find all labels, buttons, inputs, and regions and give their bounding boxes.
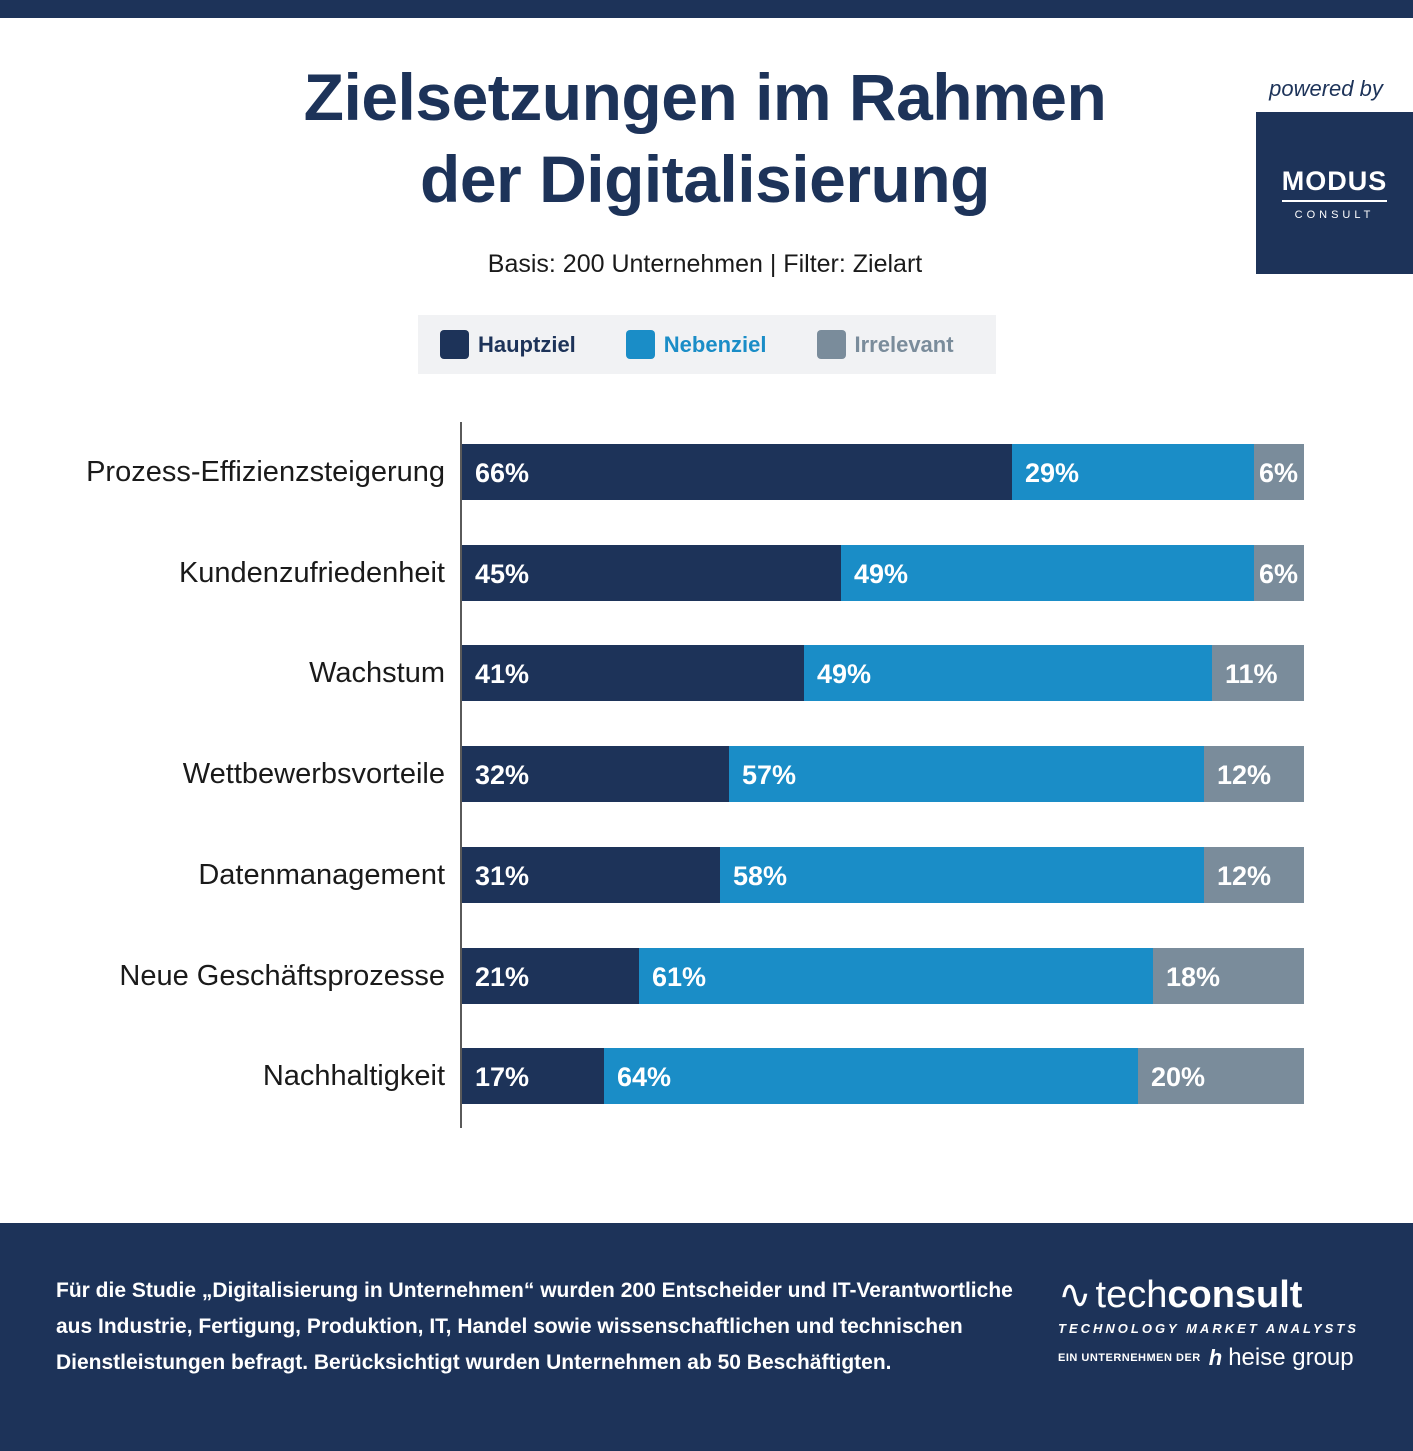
bar-segment-irrelevant: 20% — [1138, 1048, 1304, 1104]
bar-row-wettbewerbsvorteile: 32% 57% 12% — [462, 746, 1304, 802]
bar-row-prozess-effizienzsteigerung: 66% 29% 6% — [462, 444, 1304, 500]
sponsor-logo-main: MODUS — [1281, 166, 1388, 202]
bar-segment-nebenziel: 49% — [804, 645, 1212, 701]
parent-company-name: heise group — [1228, 1344, 1354, 1371]
chart-subtitle: Basis: 200 Unternehmen | Filter: Zielart — [487, 250, 923, 278]
parent-company: EIN UNTERNEHMEN DER h heise group — [1058, 1344, 1368, 1372]
legend-swatch-hauptziel — [440, 330, 469, 359]
bar-segment-nebenziel: 49% — [841, 545, 1254, 601]
bar-row-wachstum: 41% 49% 11% — [462, 645, 1304, 701]
techconsult-logo: ∿ tech consult TECHNOLOGY MARKET ANALYST… — [1058, 1273, 1368, 1372]
bar-segment-nebenziel: 29% — [1012, 444, 1254, 500]
bar-segment-hauptziel: 41% — [462, 645, 804, 701]
bar-row-nachhaltigkeit: 17% 64% 20% — [462, 1048, 1304, 1104]
footer: Für die Studie „Digitalisierung in Unter… — [0, 1223, 1413, 1451]
bar-segment-hauptziel: 21% — [462, 948, 639, 1004]
bar-segment-irrelevant: 6% — [1254, 444, 1304, 500]
techconsult-wordmark: ∿ tech consult — [1058, 1273, 1368, 1317]
techconsult-tagline: TECHNOLOGY MARKET ANALYSTS — [1058, 1321, 1359, 1336]
legend-item-nebenziel: Nebenziel — [625, 330, 767, 359]
category-label-wettbewerbsvorteile: Wettbewerbsvorteile — [182, 758, 445, 790]
bar-segment-nebenziel: 64% — [604, 1048, 1138, 1104]
y-axis-line — [460, 422, 462, 1128]
legend-label-nebenziel: Nebenziel — [663, 331, 767, 357]
powered-by-label: powered by — [1269, 76, 1383, 101]
bar-row-neue-geschaftsprozesse: 21% 61% 18% — [462, 948, 1304, 1004]
bar-segment-nebenziel: 57% — [729, 746, 1204, 802]
footer-study-description: Für die Studie „Digitalisierung in Unter… — [56, 1279, 1013, 1374]
top-band — [0, 0, 1413, 18]
bar-segment-hauptziel: 66% — [462, 444, 1012, 500]
bar-segment-irrelevant: 11% — [1212, 645, 1304, 701]
sponsor-logo: MODUS CONSULT — [1256, 112, 1413, 274]
sponsor-logo-sub: CONSULT — [1294, 208, 1375, 221]
category-label-nachhaltigkeit: Nachhaltigkeit — [262, 1060, 445, 1092]
bar-segment-irrelevant: 6% — [1254, 545, 1304, 601]
category-label-neue-geschaftsprozesse: Neue Geschäftsprozesse — [119, 960, 445, 992]
chart-title-line-1: Zielsetzungen im Rahmen — [303, 60, 1107, 134]
chart-title-line-2: der Digitalisierung — [420, 142, 990, 216]
bar-segment-irrelevant: 12% — [1204, 847, 1304, 903]
legend-label-hauptziel: Hauptziel — [478, 331, 576, 357]
chart-title: Zielsetzungen im Rahmen der Digitalisier… — [230, 56, 1180, 220]
bar-segment-hauptziel: 17% — [462, 1048, 604, 1104]
bar-row-kundenzufriedenheit: 45% 49% 6% — [462, 545, 1304, 601]
bar-segment-hauptziel: 31% — [462, 847, 720, 903]
parent-company-label: EIN UNTERNEHMEN DER — [1058, 1352, 1201, 1364]
bar-row-datenmanagement: 31% 58% 12% — [462, 847, 1304, 903]
techconsult-wave-icon: ∿ — [1058, 1272, 1092, 1318]
legend-swatch-nebenziel — [625, 330, 655, 359]
category-label-wachstum: Wachstum — [309, 657, 445, 689]
techconsult-word-a: tech — [1095, 1274, 1168, 1316]
bar-segment-irrelevant: 18% — [1153, 948, 1304, 1004]
category-label-kundenzufriedenheit: Kundenzufriedenheit — [178, 557, 445, 589]
bar-segment-hauptziel: 45% — [462, 545, 841, 601]
bar-segment-nebenziel: 61% — [639, 948, 1153, 1004]
legend-item-irrelevant: Irrelevant — [816, 330, 954, 359]
heise-icon: h — [1208, 1345, 1223, 1370]
chart-legend: Hauptziel Nebenziel Irrelevant — [418, 315, 996, 374]
category-label-datenmanagement: Datenmanagement — [198, 859, 445, 891]
legend-swatch-irrelevant — [816, 330, 846, 359]
bar-segment-hauptziel: 32% — [462, 746, 729, 802]
legend-label-irrelevant: Irrelevant — [854, 331, 954, 357]
category-label-prozess-effizienzsteigerung: Prozess-Effizienzsteigerung — [86, 456, 445, 488]
bar-segment-irrelevant: 12% — [1204, 746, 1304, 802]
legend-item-hauptziel: Hauptziel — [440, 330, 576, 359]
bar-segment-nebenziel: 58% — [720, 847, 1204, 903]
techconsult-word-b: consult — [1167, 1274, 1303, 1316]
